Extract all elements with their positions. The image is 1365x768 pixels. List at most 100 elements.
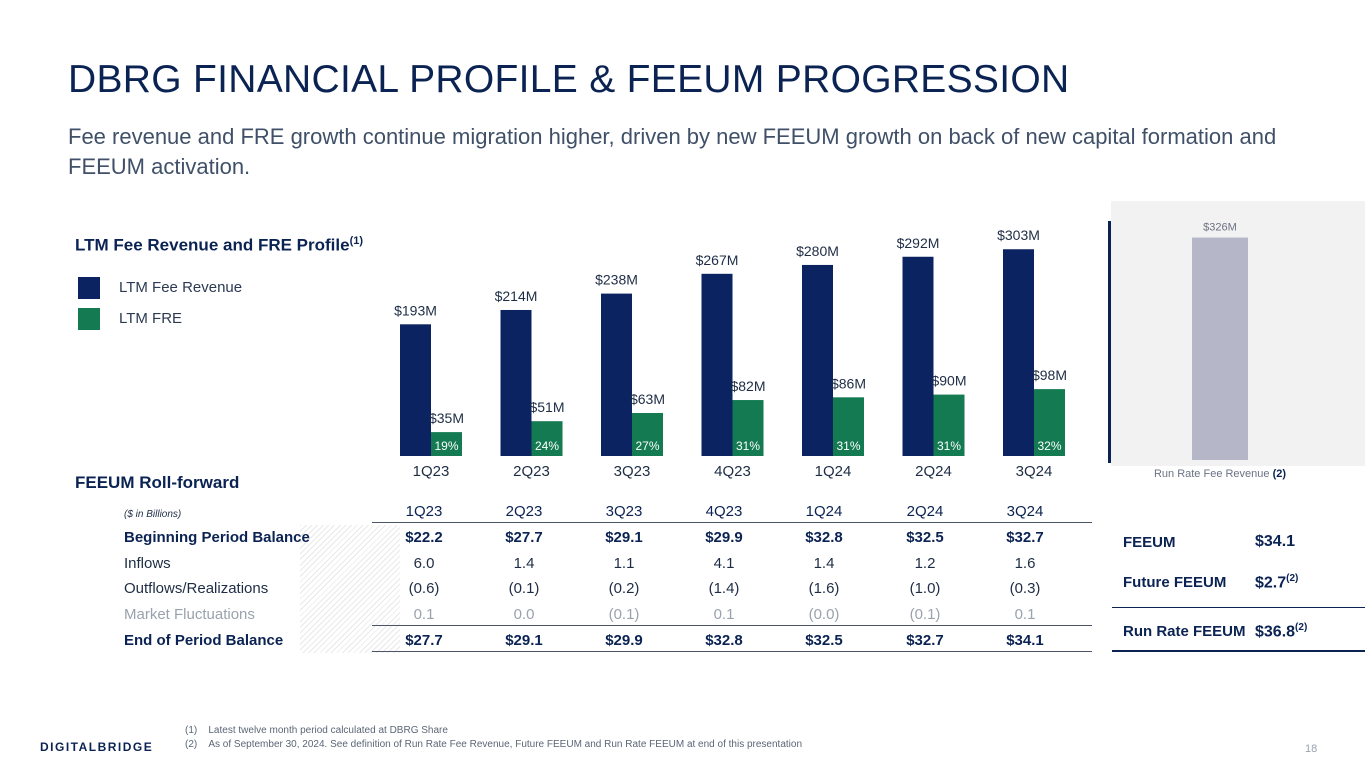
cell-4-0: $27.7: [405, 632, 443, 649]
unit-note: ($ in Billions): [124, 509, 182, 520]
cell-3-1: 0.0: [513, 606, 535, 623]
run-rate-caption-footnote: (2): [1273, 468, 1287, 480]
legend-label-fre: LTM FRE: [119, 310, 183, 327]
fre-bar-1Q24: [833, 397, 864, 456]
row-label-3: Market Fluctuations: [124, 606, 255, 623]
cell-0-1: $27.7: [505, 529, 543, 546]
fee-revenue-label-3Q23: $238M: [595, 272, 638, 288]
footnote-1: (1) Latest twelve month period calculate…: [185, 725, 448, 736]
fre-bar-2Q23: [531, 421, 563, 456]
profile-heading-text: LTM Fee Revenue and FRE Profile: [75, 235, 350, 255]
footnote-2-text: As of September 30, 2024. See definition…: [208, 739, 803, 750]
fre-label-1Q23: $35M: [429, 410, 464, 426]
fre-margin-label-3Q24: 32%: [1037, 439, 1061, 453]
column-header-4Q23: 4Q23: [705, 503, 743, 520]
row-label-4: End of Period Balance: [124, 632, 284, 649]
column-header-3Q23: 3Q23: [605, 503, 643, 520]
category-label-2Q23: 2Q23: [513, 463, 550, 480]
cell-3-6: 0.1: [1014, 606, 1036, 623]
fee-revenue-label-4Q23: $267M: [696, 252, 739, 268]
digitalbridge-logo: DIGITALBRIDGE: [40, 740, 154, 754]
category-label-4Q23: 4Q23: [714, 463, 751, 480]
column-header-2Q24: 2Q24: [906, 503, 944, 520]
cell-4-6: $34.1: [1006, 632, 1044, 649]
fee-revenue-bar-3Q24: [1003, 249, 1034, 456]
run-rate-feeum-row: Run Rate FEEUM $36.8(2): [1112, 615, 1365, 649]
profile-heading: LTM Fee Revenue and FRE Profile(1): [75, 235, 363, 256]
fee-revenue-label-3Q24: $303M: [997, 227, 1040, 243]
fee-revenue-label-2Q23: $214M: [495, 288, 538, 304]
cell-2-6: (0.3): [1009, 580, 1041, 597]
cell-0-6: $32.7: [1006, 529, 1044, 546]
run-rate-fee-revenue-bar: [1192, 237, 1248, 460]
fre-label-2Q23: $51M: [529, 399, 564, 415]
category-label-3Q24: 3Q24: [1016, 463, 1053, 480]
cell-2-4: (1.6): [808, 580, 840, 597]
cell-4-5: $32.7: [906, 632, 944, 649]
future-feeum-row: Future FEEUM $2.7(2): [1112, 566, 1365, 600]
fee-revenue-bar-4Q23: [701, 273, 733, 456]
footnote-2: (2) As of September 30, 2024. See defini…: [185, 739, 802, 750]
fee-revenue-bar-1Q23: [400, 324, 431, 456]
cell-3-4: (0.0): [808, 606, 840, 623]
run-rate-caption-text: Run Rate Fee Revenue: [1154, 468, 1273, 480]
ltm-bar-chart: $193M $35M 19% 1Q23 $214M $51M 24% 2Q23 $238M $63…: [394, 227, 1067, 480]
fre-bar-4Q23: [732, 400, 764, 456]
legend-label-fee-revenue: LTM Fee Revenue: [119, 279, 243, 296]
cell-4-1: $29.1: [505, 632, 543, 649]
total-rule: [372, 625, 1092, 626]
fre-margin-label-2Q24: 31%: [937, 439, 961, 453]
cell-0-3: $29.9: [705, 529, 743, 546]
cell-3-0: 0.1: [413, 606, 435, 623]
cell-4-2: $29.9: [605, 632, 643, 649]
category-label-2Q24: 2Q24: [915, 463, 952, 480]
fre-margin-label-4Q23: 31%: [736, 439, 760, 453]
cell-1-3: 4.1: [713, 555, 735, 572]
category-label-1Q23: 1Q23: [413, 463, 450, 480]
rollforward-heading: FEEUM Roll-forward: [75, 473, 240, 492]
footnote-1-text: Latest twelve month period calculated at…: [208, 725, 448, 736]
fre-label-3Q23: $63M: [630, 391, 665, 407]
cell-2-5: (1.0): [909, 580, 941, 597]
cell-1-1: 1.4: [513, 555, 535, 572]
footnote-1-marker: (1): [185, 725, 198, 736]
cell-1-4: 1.4: [813, 555, 835, 572]
fre-margin-label-1Q24: 31%: [836, 439, 860, 453]
fee-revenue-label-1Q24: $280M: [796, 243, 839, 259]
feeum-value: $34.1: [1255, 533, 1296, 550]
summary-divider: [1112, 607, 1365, 608]
fre-margin-label-3Q23: 27%: [635, 439, 659, 453]
fre-bar-3Q24: [1034, 389, 1065, 456]
cell-0-0: $22.2: [405, 529, 443, 546]
run-rate-feeum-label: Run Rate FEEUM: [1123, 623, 1246, 640]
run-rate-accent-bar: [1108, 221, 1111, 463]
cell-0-2: $29.1: [605, 529, 643, 546]
page-number: 18: [1305, 743, 1318, 755]
cell-0-4: $32.8: [805, 529, 843, 546]
cell-3-3: 0.1: [713, 606, 735, 623]
fre-label-2Q24: $90M: [931, 373, 966, 389]
cell-4-3: $32.8: [705, 632, 743, 649]
fee-revenue-bar-1Q24: [802, 264, 833, 456]
future-feeum-value: $2.7: [1255, 574, 1287, 592]
page-title: DBRG FINANCIAL PROFILE & FEEUM PROGRESSI…: [68, 58, 1070, 101]
future-feeum-footnote: (2): [1286, 573, 1299, 584]
column-header-2Q23: 2Q23: [505, 503, 543, 520]
table-hatch-column: [300, 525, 400, 653]
run-rate-caption: Run Rate Fee Revenue (2): [1154, 468, 1286, 480]
header-rule: [372, 522, 1092, 523]
feeum-label: FEEUM: [1123, 534, 1176, 551]
run-rate-value-label: $326M: [1203, 222, 1237, 234]
fee-revenue-label-2Q24: $292M: [897, 235, 940, 251]
column-header-1Q24: 1Q24: [805, 503, 843, 520]
category-label-3Q23: 3Q23: [614, 463, 651, 480]
fre-bar-3Q23: [632, 413, 663, 456]
cell-3-2: (0.1): [608, 606, 640, 623]
future-feeum-label: Future FEEUM: [1123, 574, 1227, 591]
profile-heading-footnote: (1): [349, 235, 364, 247]
fre-margin-label-2Q23: 24%: [535, 439, 559, 453]
cell-3-5: (0.1): [909, 606, 941, 623]
cell-4-4: $32.5: [805, 632, 843, 649]
summary-bottom-rule: [1112, 650, 1365, 652]
cell-0-5: $32.5: [906, 529, 944, 546]
